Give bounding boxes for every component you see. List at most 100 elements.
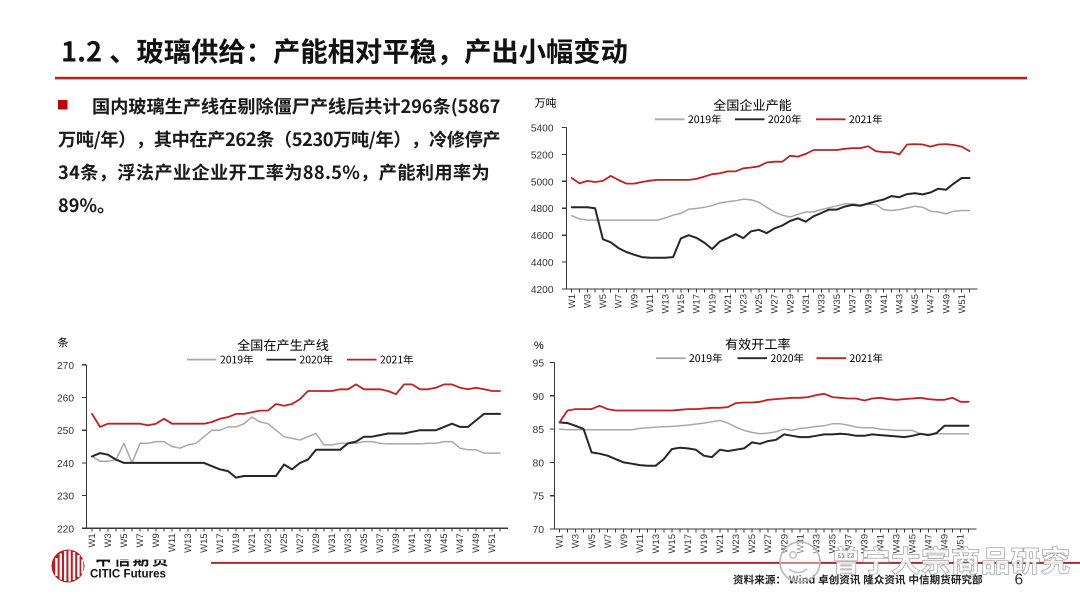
- svg-text:W27: W27: [295, 533, 306, 553]
- svg-text:W3: W3: [571, 534, 582, 548]
- svg-text:W35: W35: [359, 533, 370, 553]
- svg-text:W25: W25: [747, 534, 758, 554]
- svg-text:W17: W17: [683, 534, 694, 554]
- svg-text:W35: W35: [827, 534, 838, 554]
- svg-text:W49: W49: [471, 533, 482, 553]
- svg-text:W1: W1: [567, 294, 578, 308]
- svg-text:W21: W21: [247, 533, 258, 553]
- svg-text:W21: W21: [723, 294, 734, 314]
- svg-text:W37: W37: [375, 533, 386, 553]
- svg-text:W19: W19: [707, 294, 718, 314]
- svg-text:W41: W41: [876, 534, 887, 554]
- svg-text:W15: W15: [199, 533, 210, 553]
- svg-text:W17: W17: [692, 294, 703, 314]
- svg-text:240: 240: [57, 459, 74, 470]
- svg-text:270: 270: [57, 361, 74, 372]
- svg-text:4800: 4800: [531, 204, 554, 215]
- svg-text:5400: 5400: [531, 124, 554, 135]
- svg-text:W3: W3: [103, 533, 114, 547]
- svg-text:W39: W39: [860, 534, 871, 554]
- svg-text:W31: W31: [795, 534, 806, 554]
- svg-text:W29: W29: [779, 534, 790, 554]
- svg-text:W33: W33: [817, 294, 828, 314]
- svg-text:W31: W31: [801, 294, 812, 314]
- svg-text:W29: W29: [785, 294, 796, 314]
- svg-text:W15: W15: [676, 294, 687, 314]
- svg-text:%: %: [534, 340, 544, 352]
- svg-text:W5: W5: [119, 533, 130, 547]
- svg-text:5200: 5200: [531, 150, 554, 161]
- svg-text:W47: W47: [924, 534, 935, 554]
- svg-text:95: 95: [533, 359, 545, 370]
- svg-text:W45: W45: [910, 294, 921, 314]
- svg-text:W43: W43: [892, 534, 903, 554]
- svg-text:W1: W1: [555, 534, 566, 548]
- svg-text:W29: W29: [311, 533, 322, 553]
- svg-text:W17: W17: [215, 533, 226, 553]
- svg-text:4400: 4400: [531, 258, 554, 269]
- svg-text:W13: W13: [661, 294, 672, 314]
- svg-text:W5: W5: [587, 534, 598, 548]
- svg-text:W23: W23: [739, 294, 750, 314]
- svg-text:230: 230: [57, 492, 74, 503]
- svg-text:W1: W1: [87, 533, 98, 547]
- svg-text:W23: W23: [731, 534, 742, 554]
- svg-text:W9: W9: [629, 294, 640, 308]
- svg-text:CITIC Futures: CITIC Futures: [90, 568, 166, 581]
- svg-text:W25: W25: [279, 533, 290, 553]
- svg-text:W43: W43: [895, 294, 906, 314]
- svg-text:W15: W15: [667, 534, 678, 554]
- svg-text:W37: W37: [848, 294, 859, 314]
- svg-text:W39: W39: [391, 533, 402, 553]
- svg-text:W11: W11: [635, 534, 646, 553]
- svg-text:90: 90: [533, 392, 545, 403]
- svg-text:W23: W23: [263, 533, 274, 553]
- svg-text:W37: W37: [843, 534, 854, 554]
- svg-text:W7: W7: [603, 534, 614, 548]
- svg-text:W27: W27: [763, 534, 774, 554]
- svg-text:W49: W49: [941, 294, 952, 314]
- svg-text:W33: W33: [811, 534, 822, 554]
- svg-text:W51: W51: [957, 294, 968, 314]
- svg-text:W51: W51: [956, 534, 967, 554]
- svg-text:W11: W11: [645, 294, 656, 313]
- svg-text:75: 75: [533, 492, 545, 503]
- svg-text:4600: 4600: [531, 231, 554, 242]
- svg-text:W27: W27: [770, 294, 781, 314]
- svg-text:W39: W39: [863, 294, 874, 314]
- svg-text:W47: W47: [455, 533, 466, 553]
- svg-text:W41: W41: [879, 294, 890, 314]
- svg-text:260: 260: [57, 394, 74, 405]
- svg-text:80: 80: [533, 458, 545, 469]
- svg-text:W25: W25: [754, 294, 765, 314]
- svg-text:W49: W49: [940, 534, 951, 554]
- svg-text:W43: W43: [423, 533, 434, 553]
- svg-text:W21: W21: [715, 534, 726, 554]
- svg-text:W11: W11: [167, 533, 178, 552]
- svg-text:70: 70: [533, 525, 545, 536]
- svg-text:220: 220: [57, 524, 74, 535]
- svg-text:85: 85: [533, 425, 545, 436]
- svg-text:W47: W47: [926, 294, 937, 314]
- svg-text:W35: W35: [832, 294, 843, 314]
- svg-text:6: 6: [1015, 572, 1024, 589]
- svg-text:W51: W51: [487, 533, 498, 553]
- svg-text:250: 250: [57, 426, 74, 437]
- svg-text:W9: W9: [151, 533, 162, 547]
- svg-text:W13: W13: [183, 533, 194, 553]
- svg-text:W7: W7: [135, 533, 146, 547]
- svg-text:4200: 4200: [531, 285, 554, 296]
- svg-text:5000: 5000: [531, 177, 554, 188]
- svg-text:W7: W7: [614, 294, 625, 308]
- svg-text:W45: W45: [908, 534, 919, 554]
- svg-text:W13: W13: [651, 534, 662, 554]
- svg-text:W3: W3: [583, 294, 594, 308]
- svg-text:W5: W5: [598, 294, 609, 308]
- svg-text:W9: W9: [619, 534, 630, 548]
- svg-text:W45: W45: [439, 533, 450, 553]
- svg-text:W31: W31: [327, 533, 338, 553]
- svg-text:W19: W19: [231, 533, 242, 553]
- svg-text:W41: W41: [407, 533, 418, 553]
- svg-text:W33: W33: [343, 533, 354, 553]
- svg-text:W19: W19: [699, 534, 710, 554]
